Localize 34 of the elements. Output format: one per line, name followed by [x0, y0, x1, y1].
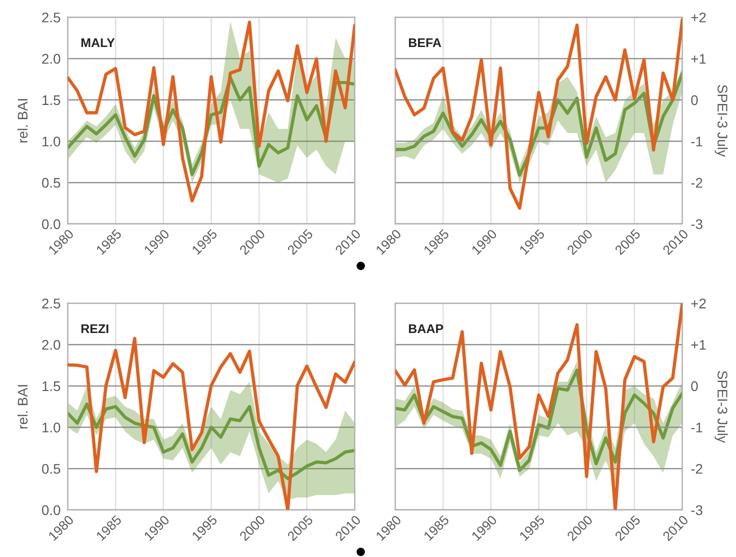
y2-tick-label: -2: [691, 464, 702, 474]
y-tick-label: 1.0: [42, 422, 60, 432]
y2-tick-label: -1: [691, 422, 702, 432]
text: MALY: [81, 38, 115, 47]
y2-tick-label: 0: [691, 381, 698, 392]
y2-tick-label: +2: [691, 298, 706, 308]
y-tick-label: 1.5: [42, 95, 60, 106]
y-tick-label: 2.5: [42, 12, 60, 22]
text: BAAP: [408, 324, 444, 334]
y-axis-title: rel. BAI: [17, 99, 28, 142]
y-tick-label: 2.0: [42, 54, 60, 64]
y2-tick-label: +1: [691, 340, 706, 350]
y2-tick-label: -3: [691, 505, 702, 516]
y2-tick-label: 0: [691, 95, 698, 106]
y2-tick-label: +1: [691, 54, 706, 64]
y-tick-label: 1.5: [42, 381, 60, 392]
y2-tick-label: -3: [691, 219, 702, 230]
y-axis-title: rel. BAI: [17, 385, 28, 428]
y2-tick-label: +2: [691, 12, 706, 22]
line-series: [395, 303, 682, 510]
line-series: [68, 402, 355, 480]
y-tick-label: 2.5: [42, 298, 60, 308]
y-tick-label: 0.5: [42, 178, 60, 188]
y2-tick-label: -2: [691, 178, 702, 188]
y2-axis-title: SPEI-3 July: [714, 370, 728, 443]
y-tick-label: 0.0: [42, 505, 60, 516]
text: REZI: [81, 324, 108, 334]
y-tick-label: 1.0: [42, 136, 60, 146]
y2-tick-label: -1: [691, 136, 702, 146]
text: BEFA: [408, 38, 442, 47]
y-tick-label: 2.0: [42, 340, 60, 350]
y-tick-label: 0.0: [42, 219, 60, 230]
y-tick-label: 0.5: [42, 464, 60, 474]
y2-axis-title: SPEI-3 July: [714, 84, 728, 157]
